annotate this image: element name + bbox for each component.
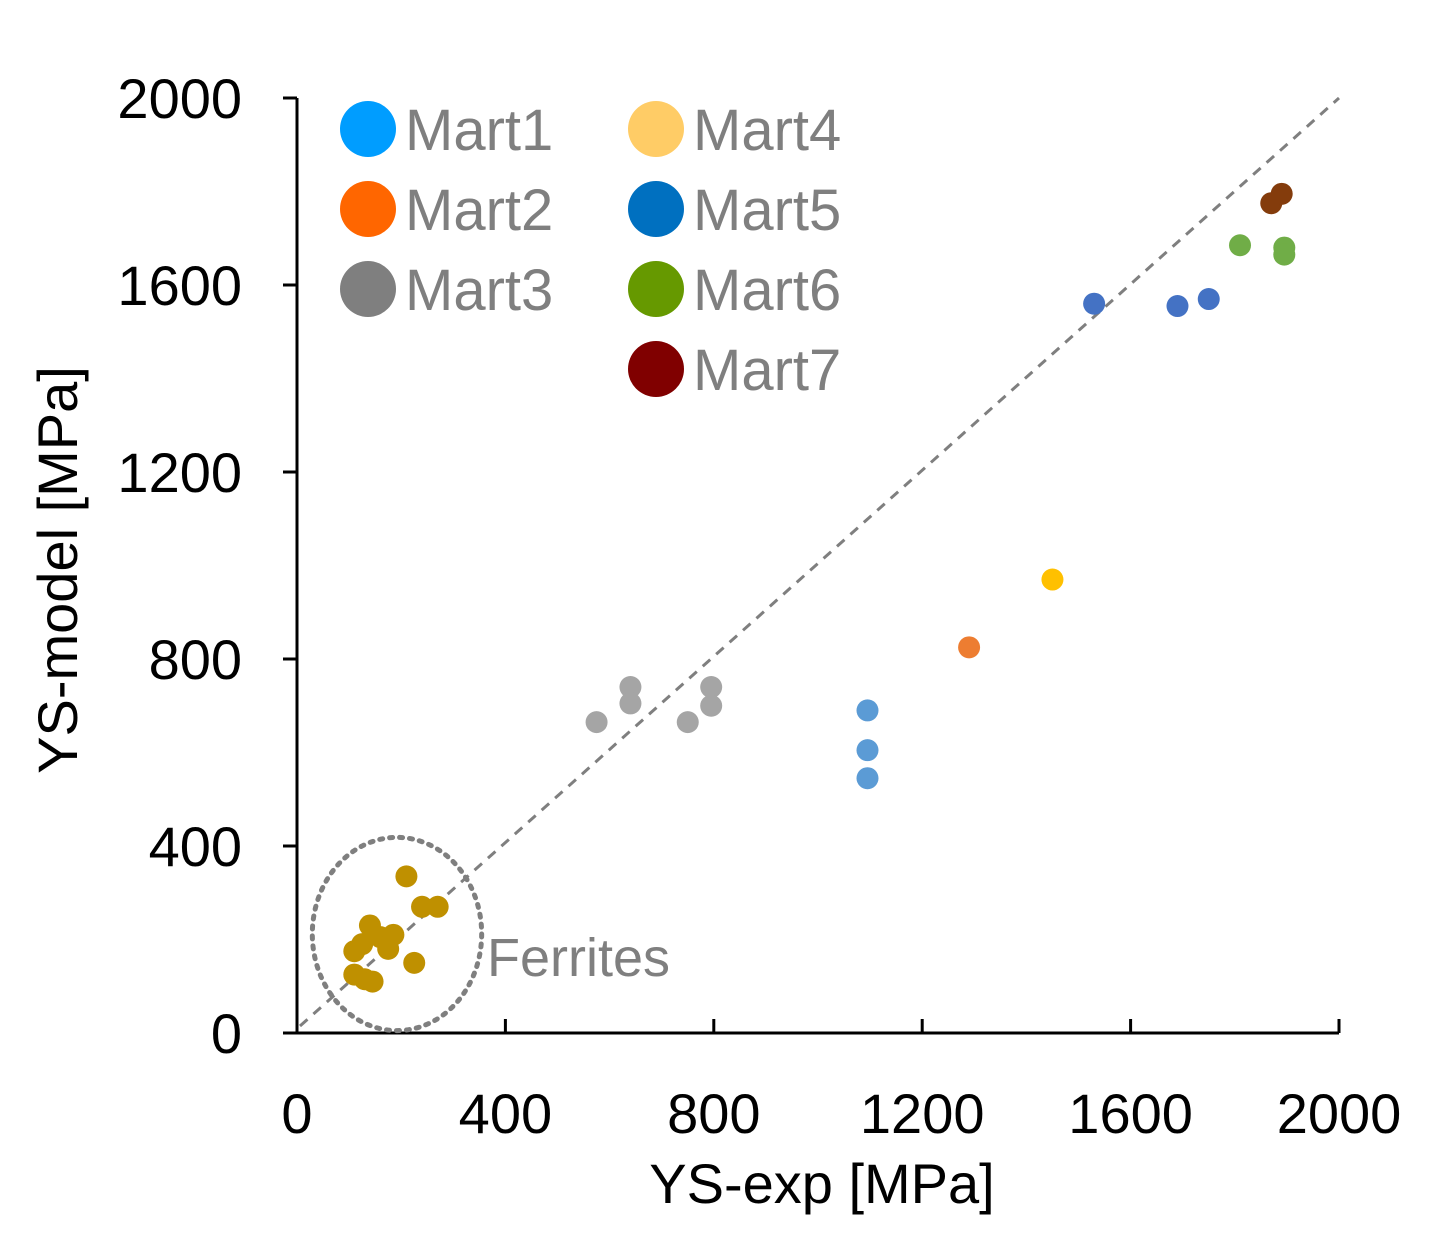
data-point-mart3	[700, 694, 723, 717]
legend-marker-mart2	[340, 181, 396, 237]
x-tick-label: 800	[667, 1082, 760, 1145]
data-point-mart5	[1083, 292, 1106, 315]
data-point-mart2	[958, 636, 981, 659]
x-tick-label: 0	[281, 1082, 312, 1145]
legend-label-mart7: Mart7	[693, 338, 841, 403]
ferrites-ellipse	[309, 834, 485, 1034]
y-tick-label: 1600	[117, 254, 242, 317]
legend-label-mart3: Mart3	[405, 258, 553, 323]
data-point-ferrites	[395, 865, 418, 888]
y-tick-label: 1200	[117, 441, 242, 504]
data-point-mart1	[856, 739, 879, 762]
legend-label-mart1: Mart1	[405, 98, 553, 163]
data-point-mart5	[1166, 295, 1189, 318]
x-tick-label: 400	[459, 1082, 552, 1145]
y-axis-title: YS-model [MPa]	[26, 366, 89, 774]
x-tick-label: 1600	[1068, 1082, 1193, 1145]
data-point-mart3	[700, 676, 723, 699]
y-tick-label: 0	[211, 1002, 242, 1065]
legend-label-mart4: Mart4	[693, 98, 841, 163]
data-point-mart3	[619, 676, 642, 699]
legend-label-mart2: Mart2	[405, 178, 553, 243]
legend-marker-mart4	[628, 101, 684, 157]
x-tick-label: 2000	[1277, 1082, 1402, 1145]
data-point-mart3	[676, 711, 699, 734]
ticks: 0 400 800 1200 1600 2000 0 400 800 1200 1600 2000	[117, 67, 1401, 1145]
axes	[295, 98, 1339, 1035]
legend-marker-mart1	[340, 101, 396, 157]
data-point-ferrites	[411, 895, 434, 918]
legend-label-mart6: Mart6	[693, 258, 841, 323]
data-point-ferrites	[351, 933, 374, 956]
data-point-mart1	[856, 699, 879, 722]
data-point-mart5	[1197, 288, 1220, 311]
data-point-mart7	[1270, 182, 1293, 205]
x-tick-label: 1200	[860, 1082, 985, 1145]
data-point-mart6	[1229, 234, 1252, 257]
data-point-ferrites	[382, 923, 405, 946]
legend-label-mart5: Mart5	[693, 178, 841, 243]
identity-reference-line	[299, 96, 1340, 1028]
legend-marker-mart3	[340, 261, 396, 317]
data-point-mart3	[585, 711, 608, 734]
y-tick-label: 2000	[117, 67, 242, 130]
data-point-mart6	[1273, 243, 1296, 266]
data-point-mart3	[619, 692, 642, 715]
legend-marker-mart6	[628, 261, 684, 317]
data-point-mart1	[856, 767, 879, 790]
y-tick-label: 400	[149, 815, 242, 878]
y-tick-label: 800	[149, 628, 242, 691]
data-point-mart4	[1041, 568, 1064, 591]
data-points	[343, 182, 1296, 993]
legend-marker-mart5	[628, 181, 684, 237]
data-point-ferrites	[426, 895, 449, 918]
data-point-ferrites	[361, 970, 384, 993]
legend-marker-mart7	[628, 341, 684, 397]
ferrites-annotation-label: Ferrites	[487, 928, 670, 988]
x-axis-title: YS-exp [MPa]	[649, 1152, 994, 1215]
data-point-ferrites	[403, 951, 426, 974]
legend: Mart1 Mart2 Mart3 Mart4 Mart5 Mart6 Mart7	[340, 98, 841, 403]
